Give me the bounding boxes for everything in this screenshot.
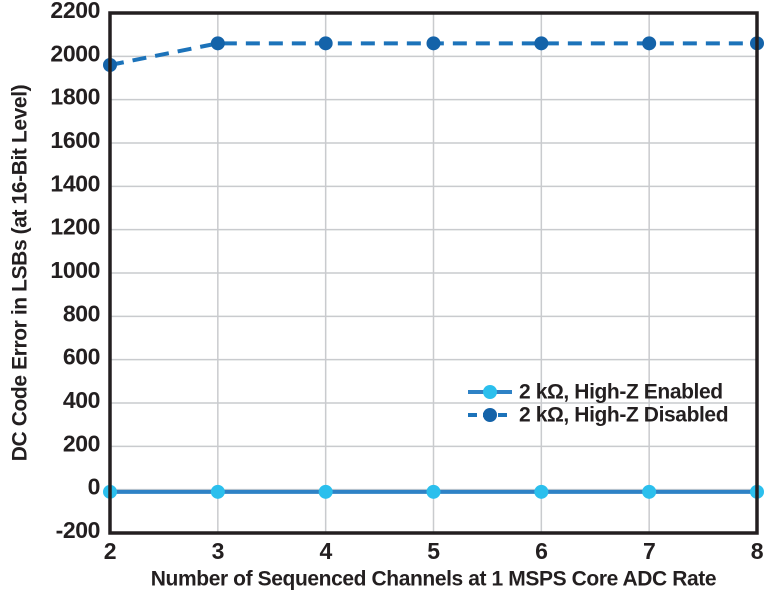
legend-item-highz-enabled: 2 kΩ, High-Z Enabled <box>468 381 723 404</box>
plot-border <box>108 11 759 535</box>
legend-label-highz-enabled: 2 kΩ, High-Z Enabled <box>519 381 723 404</box>
x-tick-label: 6 <box>535 538 547 564</box>
data-point-marker-highz-disabled <box>210 36 225 51</box>
x-tick-label: 5 <box>427 538 440 564</box>
data-point-marker-highz-enabled <box>426 484 441 499</box>
y-tick-label: 0 <box>88 474 100 500</box>
y-axis-title: DC Code Error in LSBs (at 16-Bit Level) <box>9 85 32 461</box>
data-point-marker-highz-enabled <box>534 484 549 499</box>
x-axis-title: Number of Sequenced Channels at 1 MSPS C… <box>151 568 716 591</box>
x-tick-label: 3 <box>212 538 224 564</box>
y-tick-label: 1200 <box>50 214 100 240</box>
data-point-marker-highz-disabled <box>318 36 333 51</box>
y-tick-label: 1000 <box>50 257 100 283</box>
y-tick-label: 2000 <box>50 40 100 66</box>
legend-item-highz-disabled: 2 kΩ, High-Z Disabled <box>468 404 729 427</box>
x-tick-label: 8 <box>751 538 764 564</box>
legend-marker-highz-disabled <box>483 408 497 422</box>
data-point-marker-highz-disabled <box>642 36 657 51</box>
y-tick-label: 1800 <box>50 84 100 110</box>
x-tick-label: 4 <box>319 538 332 564</box>
data-point-marker-highz-enabled <box>318 484 333 499</box>
y-tick-label: 2200 <box>50 0 100 23</box>
data-point-marker-highz-disabled <box>534 36 549 51</box>
y-tick-label: 200 <box>63 430 100 456</box>
data-point-marker-highz-enabled <box>210 484 225 499</box>
y-tick-label: 400 <box>63 387 100 413</box>
data-point-marker-highz-enabled <box>642 484 657 499</box>
gridlines <box>110 13 757 533</box>
x-tick-label: 2 <box>104 538 116 564</box>
y-tick-label: 600 <box>63 344 100 370</box>
y-tick-label: 1400 <box>50 170 100 196</box>
legend-label-highz-disabled: 2 kΩ, High-Z Disabled <box>519 404 728 427</box>
data-point-marker-highz-disabled <box>426 36 441 51</box>
y-tick-label: -200 <box>56 517 100 543</box>
legend-marker-highz-enabled <box>483 385 497 399</box>
y-tick-label: 800 <box>63 300 100 326</box>
y-tick-label: 1600 <box>50 127 100 153</box>
x-tick-label: 7 <box>643 538 655 564</box>
